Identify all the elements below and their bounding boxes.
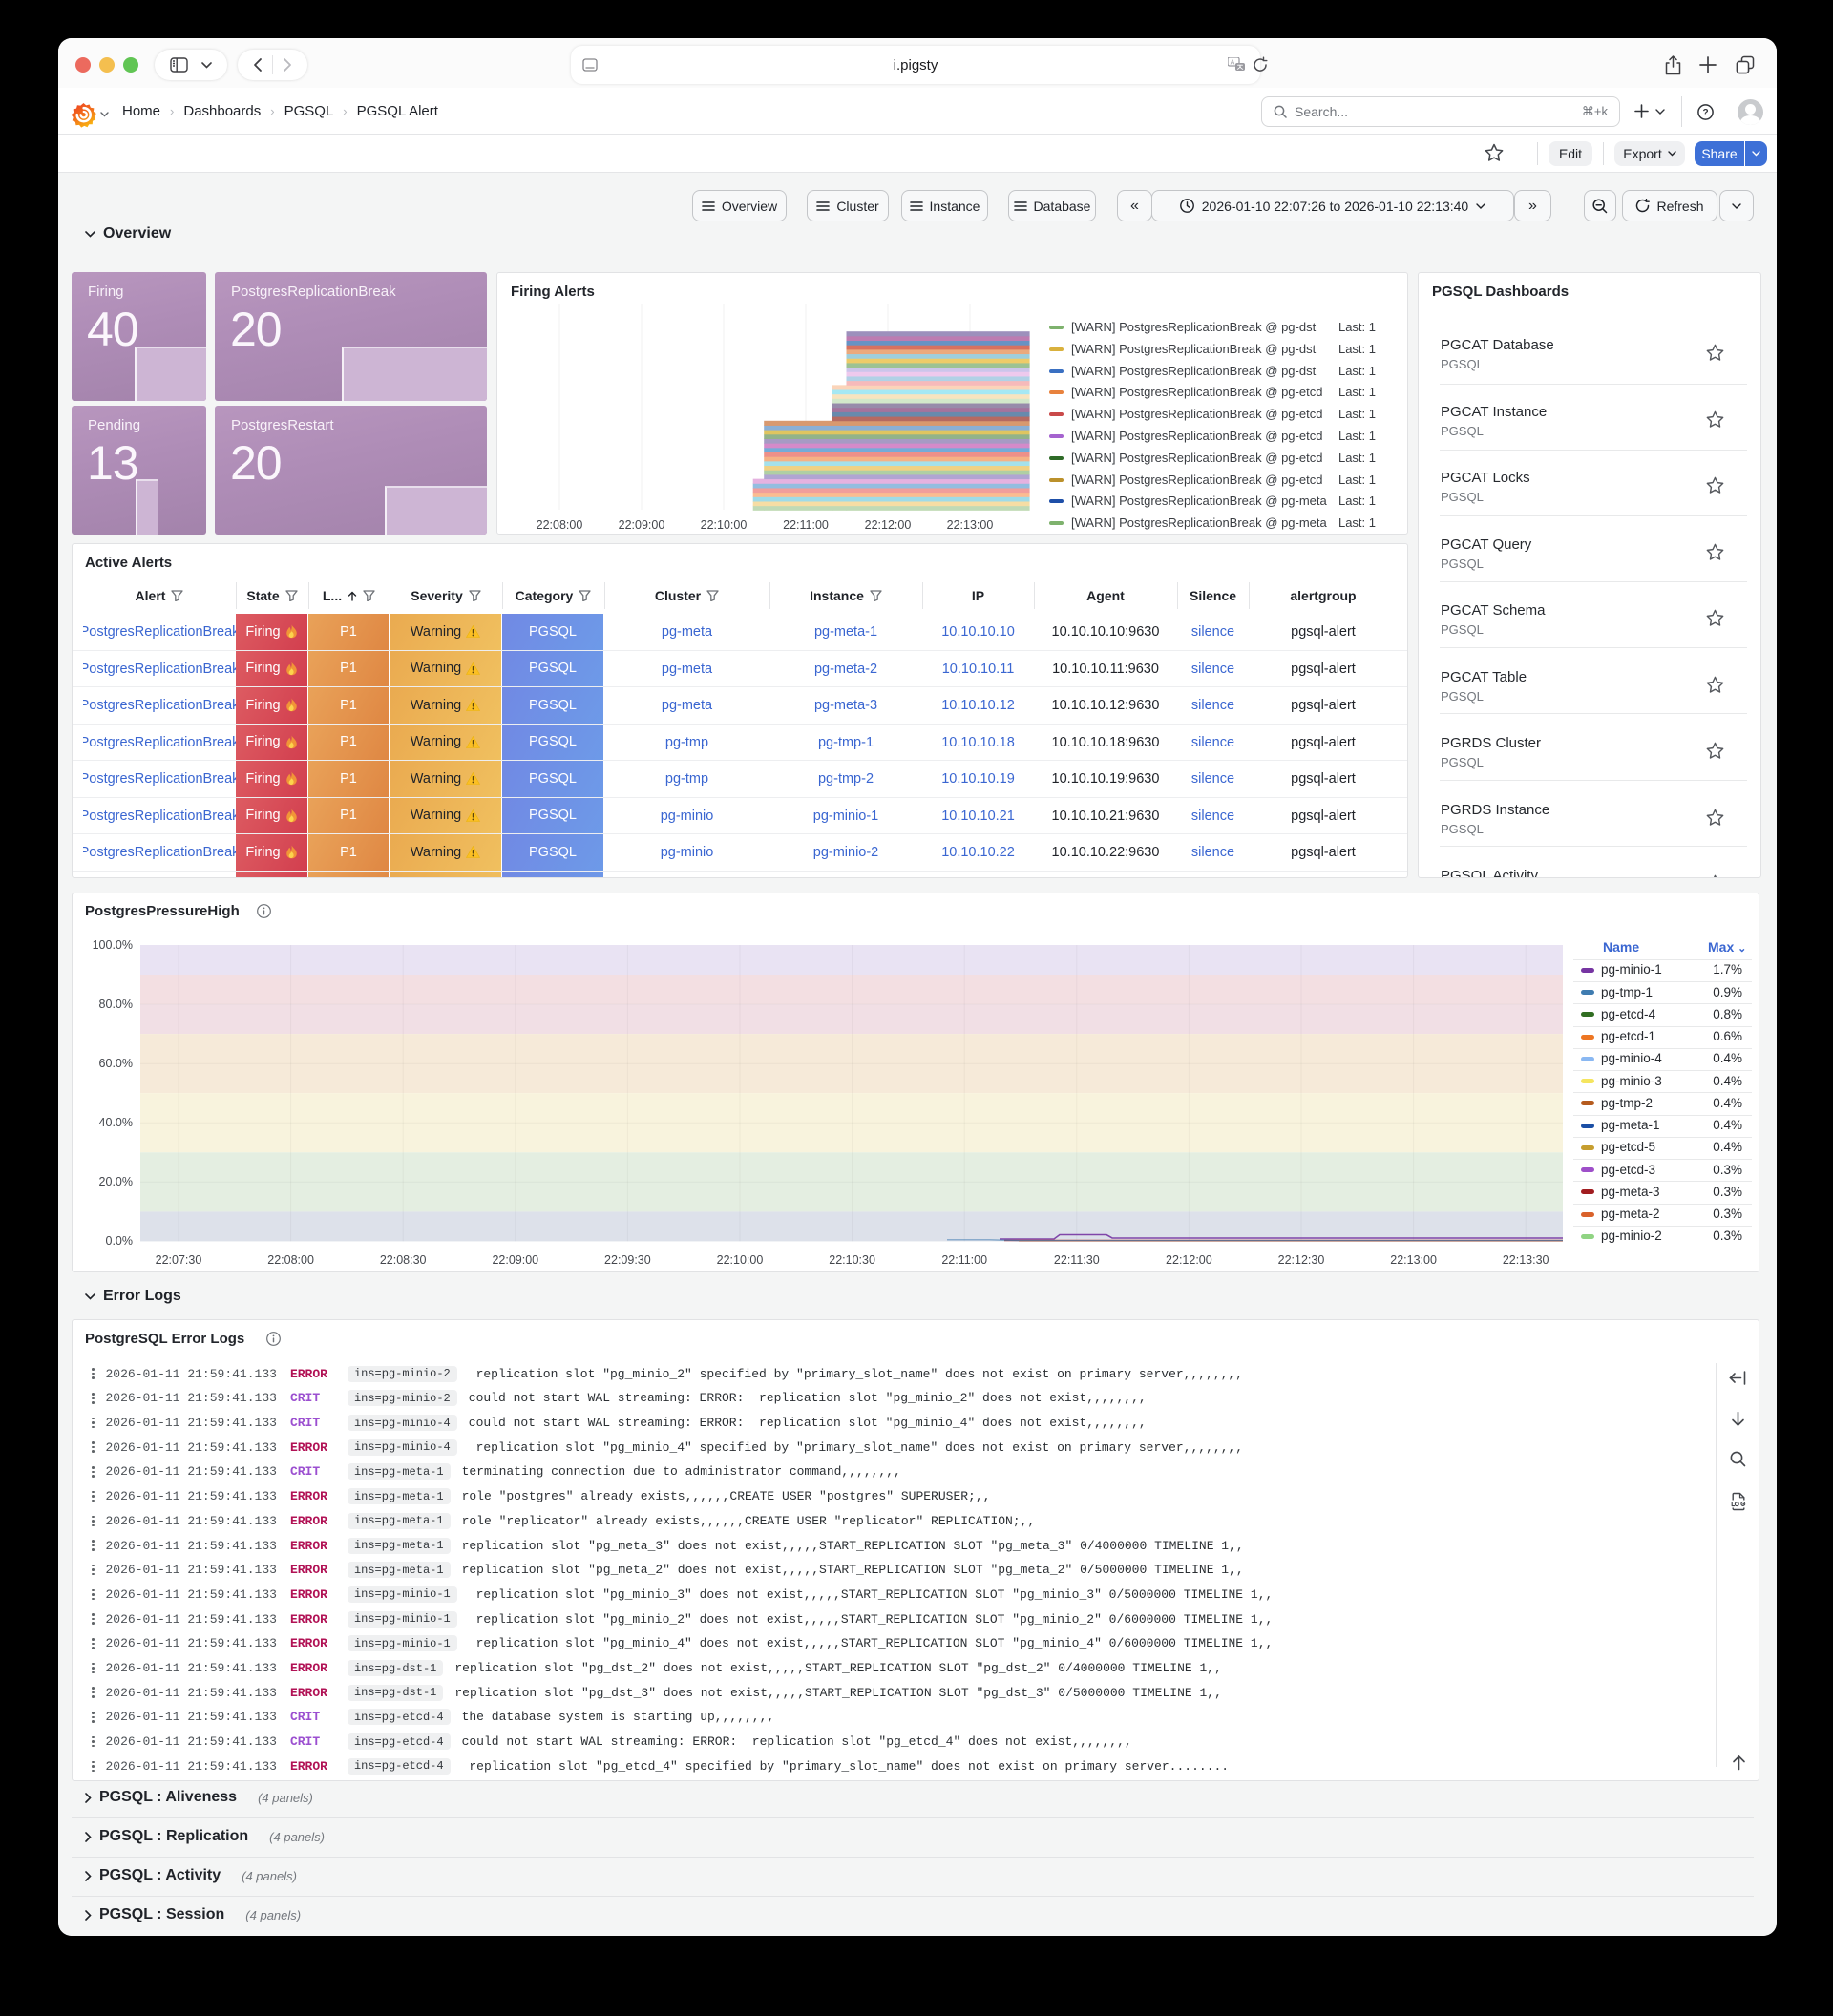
svg-text:A: A bbox=[1231, 59, 1235, 66]
svg-text:?: ? bbox=[1703, 108, 1709, 118]
